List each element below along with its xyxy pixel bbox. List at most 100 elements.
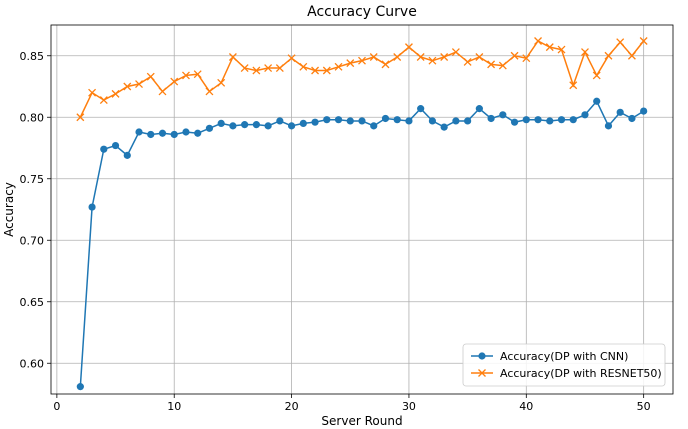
data-point: [639, 37, 648, 45]
data-point: [369, 53, 378, 61]
data-point: [205, 87, 214, 96]
y-tick-label: 0.75: [20, 173, 45, 186]
data-point: [592, 71, 601, 80]
data-point: [88, 88, 97, 97]
data-point: [334, 116, 343, 124]
data-point: [546, 117, 554, 125]
data-point: [264, 64, 273, 73]
data-point: [323, 116, 331, 124]
data-point: [299, 62, 308, 71]
data-point: [428, 117, 437, 125]
series-2: [76, 37, 648, 122]
data-point: [428, 56, 437, 65]
data-point: [311, 118, 319, 126]
data-point: [276, 117, 284, 125]
data-point: [158, 87, 167, 96]
data-point: [194, 129, 202, 137]
data-point: [381, 60, 390, 69]
data-point: [452, 117, 460, 125]
data-point: [123, 151, 131, 159]
data-point: [534, 37, 542, 45]
data-point: [475, 53, 484, 61]
data-point: [182, 128, 190, 136]
data-point: [498, 61, 507, 70]
x-tick-label: 20: [285, 400, 299, 413]
data-point: [627, 51, 636, 60]
data-point: [569, 81, 578, 90]
data-point: [404, 43, 413, 52]
data-point: [146, 72, 155, 81]
data-point: [170, 77, 179, 86]
data-point: [287, 122, 296, 130]
data-point: [252, 66, 261, 75]
data-point: [217, 78, 226, 87]
data-point: [99, 96, 108, 104]
data-point: [346, 59, 355, 68]
data-point: [170, 130, 178, 139]
x-tick-label: 50: [637, 400, 651, 413]
data-point: [569, 116, 577, 124]
data-point: [228, 53, 237, 61]
data-point: [451, 48, 460, 57]
data-point: [264, 122, 272, 130]
data-point: [522, 116, 530, 124]
data-point: [123, 82, 132, 91]
data-point: [275, 64, 284, 73]
data-point: [522, 54, 531, 63]
series-layer: [76, 37, 648, 391]
data-point: [381, 114, 390, 123]
data-point: [76, 113, 85, 122]
data-point: [240, 64, 249, 73]
data-point: [111, 141, 120, 150]
data-point: [252, 121, 260, 129]
data-point: [182, 71, 190, 80]
data-point: [147, 130, 155, 139]
legend-label: Accuracy(DP with RESNET50): [500, 367, 662, 380]
data-point: [416, 53, 425, 61]
legend: Accuracy(DP with CNN) Accuracy(DP with RE…: [462, 343, 666, 387]
data-point: [475, 105, 483, 113]
data-point: [193, 70, 202, 79]
plot-frame: [50, 24, 674, 395]
data-point: [499, 111, 507, 119]
x-axis-title: Server Round: [321, 414, 402, 428]
data-point: [76, 383, 84, 391]
y-tick-label: 0.80: [20, 111, 45, 124]
chart-title: Accuracy Curve: [307, 4, 417, 20]
y-tick-label: 0.60: [20, 357, 45, 370]
data-point: [510, 51, 519, 60]
data-point: [100, 145, 108, 153]
data-point: [581, 48, 589, 57]
legend-marker: [478, 352, 486, 360]
data-point: [463, 57, 472, 66]
data-point: [616, 108, 624, 116]
data-point: [217, 119, 225, 127]
data-point: [135, 128, 143, 136]
data-point: [311, 66, 320, 75]
data-point: [287, 54, 296, 63]
y-tick-label: 0.70: [20, 234, 45, 247]
data-point: [487, 60, 496, 69]
data-point: [628, 114, 636, 123]
data-point: [593, 97, 601, 105]
data-point: [393, 116, 401, 124]
data-point: [322, 66, 331, 75]
x-tick-label: 30: [402, 400, 416, 413]
data-point: [487, 114, 495, 123]
data-point: [205, 124, 214, 132]
data-point: [405, 117, 413, 125]
data-point: [604, 51, 613, 60]
data-point: [370, 122, 378, 130]
data-point: [510, 118, 519, 126]
data-point: [135, 80, 143, 88]
data-point: [557, 45, 566, 54]
data-point: [393, 53, 402, 61]
y-axis-title: Accuracy: [2, 182, 16, 237]
x-tick-label: 0: [53, 400, 60, 413]
axes: 0 10 20 30 40 50 0.60 0.65 0.70 0.75 0.80 0.85: [20, 50, 651, 413]
y-tick-label: 0.85: [20, 50, 45, 63]
data-point: [604, 122, 613, 130]
y-tick-label: 0.65: [20, 296, 45, 309]
data-point: [299, 119, 307, 127]
